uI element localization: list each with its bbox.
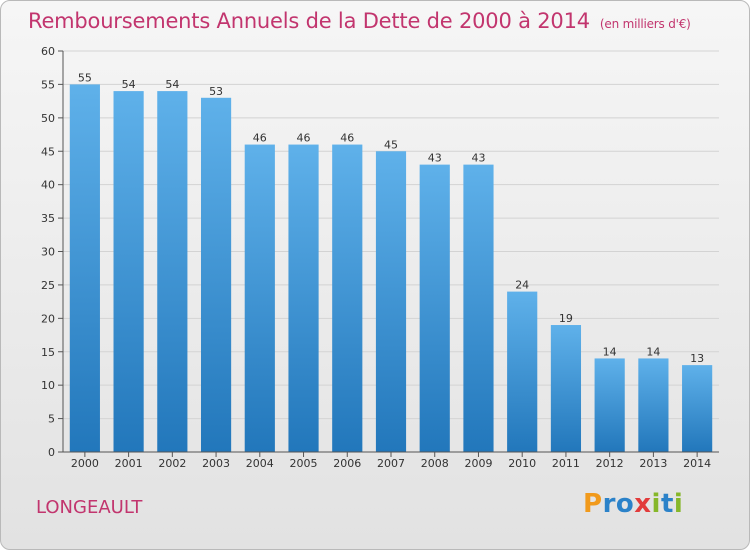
y-tick-label: 10 (41, 379, 55, 392)
y-tick-label: 55 (41, 78, 55, 91)
y-tick-label: 15 (41, 346, 55, 359)
bar (375, 151, 407, 452)
bar (200, 97, 232, 453)
data-label: 46 (253, 132, 267, 145)
logo-letter: o (615, 489, 635, 519)
x-tick-label: 2006 (333, 457, 361, 470)
x-tick-label: 2011 (552, 457, 580, 470)
x-tick-label: 2001 (115, 457, 143, 470)
data-label: 54 (122, 78, 136, 91)
bar (332, 144, 363, 453)
data-labels: 55 54 54 53 46 46 46 45 43 43 24 19 14 14 13 (78, 71, 704, 365)
y-tick-label: 40 (41, 179, 55, 192)
x-tick-label: 2000 (71, 457, 99, 470)
data-label: 53 (209, 85, 223, 98)
data-label: 45 (384, 138, 398, 151)
data-label: 43 (428, 152, 442, 165)
x-tick-label: 2012 (596, 457, 624, 470)
bar (463, 164, 494, 452)
bar (419, 164, 450, 452)
chart-title: Remboursements Annuels de la Dette de 20… (28, 9, 691, 33)
bars (69, 84, 713, 453)
data-label: 46 (297, 132, 311, 145)
logo-letter: t (660, 489, 674, 519)
x-tick-label: 2005 (290, 457, 318, 470)
logo-letter: P (583, 489, 603, 519)
logo-letter: x (634, 489, 652, 519)
y-tick-label: 35 (41, 212, 55, 225)
bar (244, 144, 275, 453)
bar (638, 358, 669, 452)
data-label: 24 (515, 279, 529, 292)
bar (682, 365, 713, 452)
data-label: 54 (165, 78, 179, 91)
data-label: 43 (471, 152, 485, 165)
y-tick-label: 60 (41, 45, 55, 58)
x-tick-label: 2002 (158, 457, 186, 470)
x-tick-label: 2009 (464, 457, 492, 470)
logo-letter: i (673, 489, 684, 519)
data-label: 14 (646, 345, 660, 358)
logo-letter: i (651, 489, 661, 519)
location-label: LONGEAULT (36, 497, 143, 518)
x-tick-label: 2003 (202, 457, 230, 470)
y-tick-label: 45 (41, 145, 55, 158)
y-tick-label: 25 (41, 279, 55, 292)
title-text: Remboursements Annuels de la Dette de 20… (28, 9, 590, 33)
y-tick-label: 5 (48, 413, 55, 426)
bar (594, 358, 625, 452)
data-label: 19 (559, 312, 573, 325)
y-tick-label: 0 (48, 446, 55, 459)
logo-letter: r (602, 489, 616, 519)
x-tick-label: 2007 (377, 457, 405, 470)
axes: 0 5 10 15 20 25 30 35 40 45 50 55 60 2000 2001 2002 2003… (41, 45, 719, 470)
bar (288, 144, 319, 453)
y-tick-label: 30 (41, 246, 55, 259)
x-tick-label: 2014 (683, 457, 711, 470)
bar (507, 291, 538, 452)
x-tick-label: 2004 (246, 457, 274, 470)
data-label: 46 (340, 132, 354, 145)
proxiti-logo: Proxiti (583, 489, 683, 519)
bar (157, 91, 188, 452)
data-label: 55 (78, 71, 92, 84)
y-tick-label: 20 (41, 312, 55, 325)
bar (113, 91, 144, 452)
bar (69, 84, 100, 453)
x-tick-label: 2013 (639, 457, 667, 470)
y-tick-label: 50 (41, 112, 55, 125)
data-label: 14 (603, 345, 617, 358)
subtitle-text: (en milliers d'€) (599, 17, 691, 31)
data-label: 13 (690, 352, 704, 365)
x-tick-label: 2008 (421, 457, 449, 470)
x-tick-label: 2010 (508, 457, 536, 470)
bar (550, 325, 582, 452)
